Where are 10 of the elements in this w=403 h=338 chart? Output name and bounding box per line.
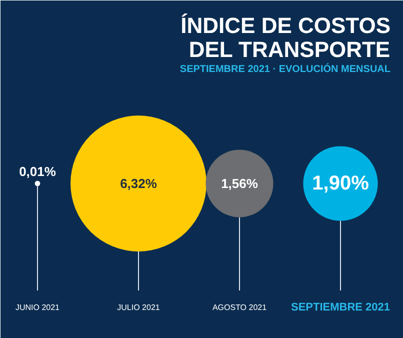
text: ÍNDICE DE COSTOS DEL TRANSPORTE (180, 13, 391, 62)
data-label: 0,01% (19, 164, 56, 179)
category-label: JUNIO 2021 (15, 303, 60, 312)
category-label: SEPTIEMBRE 2021 (290, 302, 390, 314)
category-label: AGOSTO 2021 (212, 303, 268, 312)
text: SEPTIEMBRE 2021 · EVOLUCIÓN MENSUAL (180, 63, 391, 75)
data-label: 1,56% (221, 176, 258, 191)
category-label: JULIO 2021 (117, 303, 160, 312)
data-label: 1,90% (312, 172, 370, 194)
data-label: 6,32% (120, 176, 158, 191)
